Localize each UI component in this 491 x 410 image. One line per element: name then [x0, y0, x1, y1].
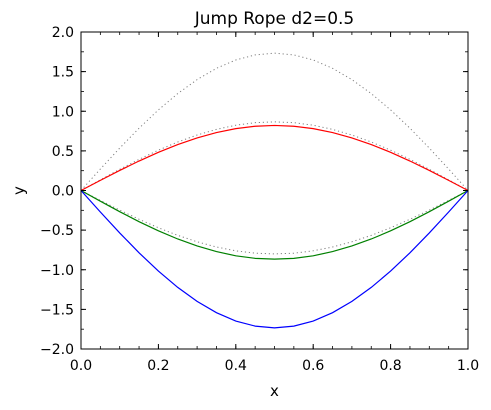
x-tick-label: 0.8	[379, 358, 401, 374]
x-tick-label: 1.0	[457, 358, 479, 374]
y-tick-label: 1.0	[52, 104, 74, 120]
series-line-1	[80, 52, 469, 191]
series-line-4	[80, 124, 469, 192]
x-axis-label: x	[270, 382, 279, 400]
ticks-layer: 0.0 0.2 0.4 0.6 0.8 1.0 2.0 1.5 1.0 0.5 0.0 −0.5 −1.…	[40, 25, 479, 374]
y-tick-label: 0.5	[52, 144, 74, 160]
y-tick-label: −2.0	[40, 342, 74, 358]
x-tick-label: 0.0	[70, 358, 92, 374]
y-tick-label: −0.5	[40, 223, 74, 239]
series-line-2	[80, 121, 469, 191]
x-tick-label: 0.4	[225, 358, 247, 374]
x-tick-label: 0.6	[302, 358, 324, 374]
plot-frame	[80, 31, 469, 350]
chart-title: Jump Rope d2=0.5	[194, 9, 355, 29]
y-tick-label: −1.5	[40, 302, 74, 318]
series-line-6	[80, 190, 469, 329]
y-axis-label: y	[10, 186, 28, 195]
series-line-5	[80, 189, 469, 260]
y-tick-label: 0.0	[52, 184, 74, 200]
y-tick-label: 1.5	[52, 65, 74, 81]
x-tick-label: 0.2	[147, 358, 169, 374]
y-tick-label: −1.0	[40, 263, 74, 279]
series-layer	[80, 52, 469, 329]
y-tick-label: 2.0	[52, 25, 74, 41]
